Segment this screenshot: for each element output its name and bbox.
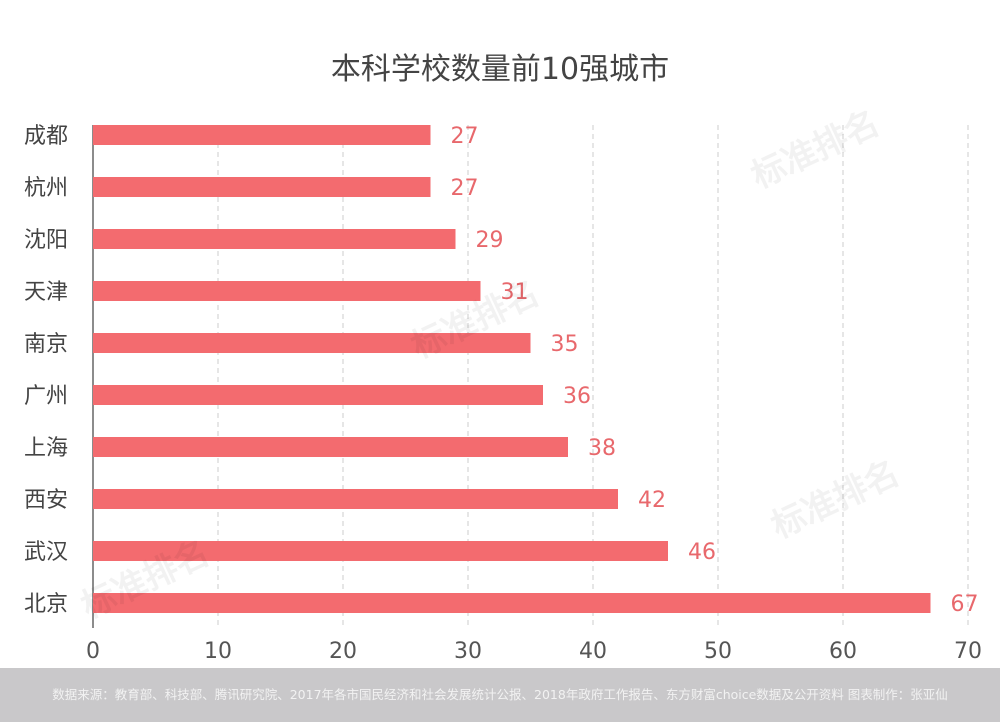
bar <box>93 593 931 613</box>
data-label: 38 <box>588 436 616 461</box>
x-tick-label: 70 <box>954 639 982 664</box>
data-label: 36 <box>563 384 591 409</box>
category-label: 武汉 <box>24 540 68 565</box>
data-label: 27 <box>451 176 479 201</box>
category-label: 广州 <box>24 384 68 409</box>
bar <box>93 125 431 145</box>
bar <box>93 281 481 301</box>
data-label: 67 <box>951 592 979 617</box>
data-label: 46 <box>688 540 716 565</box>
watermark: 标准排名 <box>765 453 905 547</box>
x-tick-label: 10 <box>204 639 232 664</box>
category-label: 西安 <box>24 488 68 513</box>
category-label: 上海 <box>24 436 68 461</box>
bar <box>93 177 431 197</box>
x-tick-label: 40 <box>579 639 607 664</box>
x-tick-label: 30 <box>454 639 482 664</box>
x-tick-label: 0 <box>86 639 100 664</box>
category-label: 沈阳 <box>24 228 68 253</box>
category-label: 成都 <box>24 124 68 149</box>
data-label: 42 <box>638 488 666 513</box>
x-tick-label: 50 <box>704 639 732 664</box>
x-tick-label: 20 <box>329 639 357 664</box>
chart-title: 本科学校数量前10强城市 <box>330 52 670 87</box>
data-label: 29 <box>476 228 504 253</box>
bar <box>93 385 543 405</box>
bar-chart: 0 10 20 30 40 50 60 70 成都 27 杭州 27 沈阳 29 天津 31 南京 35 广州 36 上… <box>24 103 982 664</box>
bar <box>93 541 668 561</box>
bar <box>93 229 456 249</box>
data-label: 27 <box>451 124 479 149</box>
bar <box>93 333 531 353</box>
watermark: 标准排名 <box>745 103 885 197</box>
category-label: 北京 <box>24 592 68 617</box>
bar <box>93 437 568 457</box>
data-label: 31 <box>501 280 529 305</box>
data-label: 35 <box>551 332 579 357</box>
category-label: 杭州 <box>24 176 68 201</box>
x-tick-label: 60 <box>829 639 857 664</box>
category-label: 天津 <box>24 280 68 305</box>
bar <box>93 489 618 509</box>
category-label: 南京 <box>24 332 68 357</box>
source-footer: 数据来源：教育部、科技部、腾讯研究院、2017年各市国民经济和社会发展统计公报、… <box>0 668 1000 722</box>
